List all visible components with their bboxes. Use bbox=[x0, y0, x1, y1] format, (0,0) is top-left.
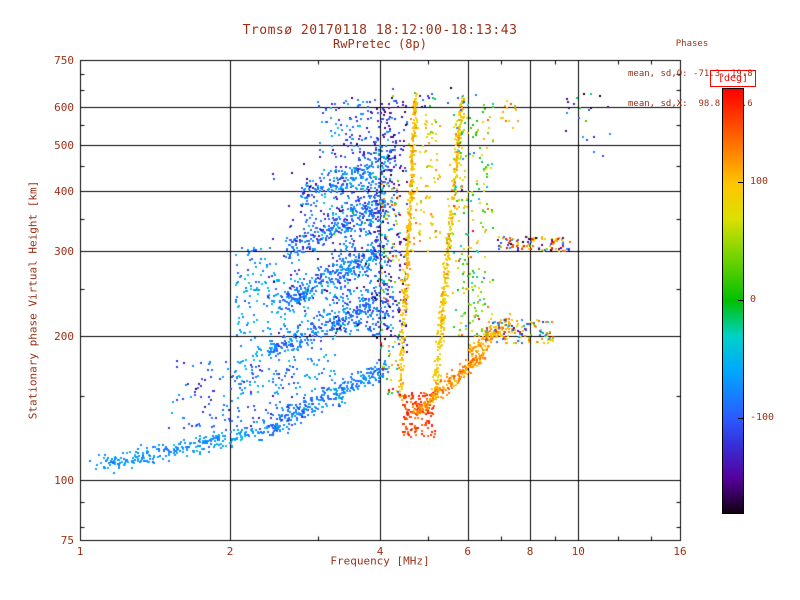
page-subtitle: RwPretec (8p) bbox=[333, 37, 427, 51]
x-axis-label: Frequency [MHz] bbox=[330, 554, 430, 568]
phase-stats-title: Phases bbox=[675, 39, 709, 49]
y-tick-label: 600 bbox=[54, 100, 74, 114]
colorbar bbox=[722, 88, 744, 514]
y-tick-label: 750 bbox=[54, 54, 74, 67]
colorbar-tick-mark bbox=[738, 182, 743, 183]
y-tick-label: 100 bbox=[54, 474, 74, 488]
colorbar-tick-label: -100 bbox=[750, 411, 775, 423]
colorbar-tick-mark bbox=[738, 300, 743, 301]
x-tick-label: 10 bbox=[571, 545, 585, 558]
x-tick-label: 1 bbox=[76, 545, 84, 558]
y-tick-label: 75 bbox=[60, 534, 74, 547]
colorbar-tick-label: 0 bbox=[750, 294, 757, 305]
y-tick-label: 300 bbox=[54, 245, 74, 258]
x-tick-label: 2 bbox=[226, 545, 234, 558]
page-title: Tromsø 20170118 18:12:00-18:13:43 bbox=[242, 23, 518, 38]
y-tick-label: 500 bbox=[54, 138, 74, 152]
colorbar-tick-label: 100 bbox=[750, 176, 769, 188]
colorbar-tick-mark bbox=[738, 418, 743, 419]
y-axis-label: Stationary phase Virtual Height [km] bbox=[26, 180, 40, 420]
y-tick-label: 400 bbox=[54, 185, 74, 199]
x-tick-label: 16 bbox=[673, 545, 687, 558]
colorbar-title: [deg] bbox=[717, 73, 749, 84]
phase-stats-line-o: mean, sd,O: -71.3, 19.8 bbox=[628, 69, 753, 79]
x-tick-label: 8 bbox=[526, 545, 534, 558]
colorbar-title-box: [deg] bbox=[710, 70, 756, 87]
y-tick-label: 200 bbox=[54, 329, 74, 343]
x-tick-label: 6 bbox=[464, 545, 472, 558]
x-tick-label: 4 bbox=[376, 545, 384, 558]
